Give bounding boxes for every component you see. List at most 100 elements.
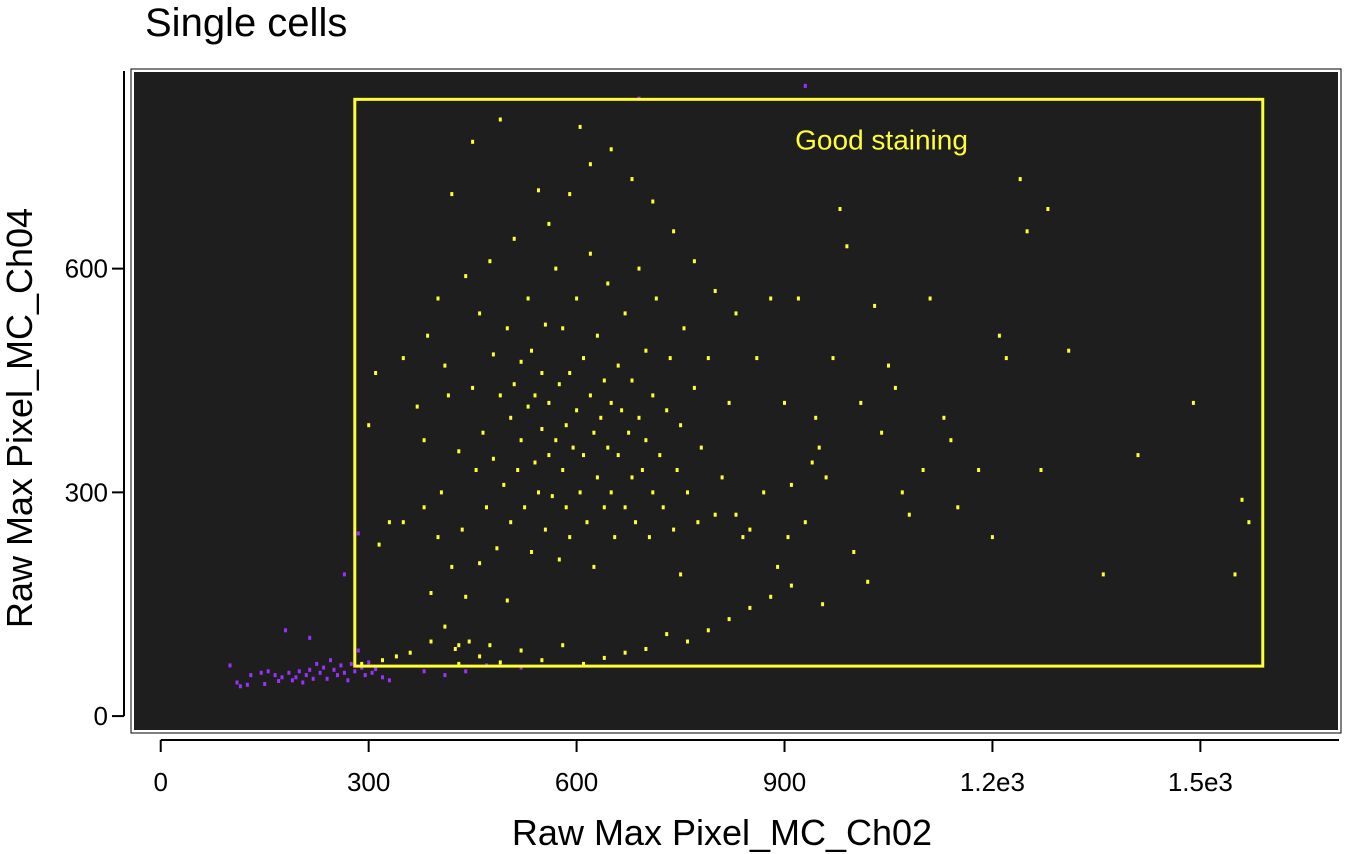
data-point	[443, 624, 447, 629]
y-tick-label: 0	[94, 701, 108, 731]
data-point	[509, 415, 513, 420]
data-point	[647, 535, 651, 540]
data-point	[387, 678, 391, 683]
data-point	[665, 408, 669, 413]
data-point	[582, 453, 585, 458]
data-point	[502, 482, 506, 487]
gate-layer[interactable]: Good staining	[353, 97, 1265, 668]
data-point	[401, 356, 405, 361]
x-tick-label: 600	[555, 767, 598, 797]
data-point	[308, 667, 312, 672]
data-point	[336, 673, 339, 678]
data-point	[561, 326, 565, 331]
data-point	[651, 393, 655, 398]
chart-title: Single cells	[145, 1, 347, 45]
data-point	[377, 542, 381, 547]
data-point	[287, 670, 291, 675]
data-point	[613, 535, 617, 540]
data-point	[634, 520, 637, 525]
data-point	[446, 393, 450, 398]
data-point	[557, 382, 561, 387]
data-point	[585, 520, 589, 525]
data-point	[512, 236, 516, 241]
data-point	[990, 535, 994, 540]
data-point	[322, 665, 326, 670]
data-point	[464, 594, 468, 599]
data-point	[720, 475, 724, 480]
y-tick-label: 600	[65, 254, 108, 284]
data-point	[654, 296, 658, 301]
data-point	[866, 579, 870, 584]
data-point	[713, 289, 717, 293]
data-point	[550, 494, 554, 499]
data-point	[748, 527, 752, 532]
data-point	[734, 311, 738, 316]
data-point	[686, 490, 689, 495]
data-point	[467, 639, 471, 644]
data-point	[401, 520, 405, 525]
data-point	[1233, 572, 1237, 577]
data-point	[526, 296, 530, 301]
data-point	[651, 490, 655, 495]
data-point	[464, 669, 468, 674]
x-tick-label: 1.5e3	[1168, 767, 1233, 797]
data-point	[266, 669, 270, 674]
data-point	[263, 682, 267, 686]
data-point	[900, 490, 904, 495]
data-point	[696, 520, 700, 525]
data-point	[471, 139, 475, 144]
data-point	[346, 678, 350, 683]
data-point	[422, 669, 426, 674]
data-point	[429, 591, 433, 595]
data-point	[537, 188, 540, 193]
data-point	[578, 124, 582, 129]
data-point	[280, 675, 284, 680]
data-point	[367, 660, 371, 665]
data-point	[363, 673, 367, 678]
data-point	[356, 531, 360, 536]
data-point	[783, 400, 786, 405]
data-point	[474, 468, 478, 472]
data-point	[308, 635, 312, 640]
data-point	[387, 520, 391, 525]
data-point	[665, 632, 669, 637]
data-point	[921, 468, 925, 472]
data-point	[356, 648, 360, 653]
data-point	[304, 673, 308, 678]
data-point	[582, 661, 585, 666]
data-point	[543, 322, 547, 327]
data-point	[436, 296, 440, 301]
data-point	[485, 505, 488, 510]
data-point	[498, 660, 502, 665]
data-point	[814, 415, 818, 420]
data-point	[606, 445, 610, 450]
data-point	[658, 453, 662, 458]
data-point	[460, 527, 464, 532]
data-point	[568, 535, 572, 540]
data-point	[540, 427, 544, 431]
axes: 0 300 600 900 1.2e3 1.5e3 0 300 600	[65, 71, 1339, 797]
x-tick-label: 1.2e3	[960, 767, 1025, 797]
data-point	[977, 468, 981, 472]
data-point	[249, 673, 253, 678]
plot-frame	[130, 68, 1342, 734]
data-point	[519, 359, 523, 364]
data-point	[675, 468, 679, 472]
data-point	[595, 475, 599, 480]
gate-rectangle[interactable]	[353, 97, 1265, 668]
data-point	[491, 352, 495, 357]
data-point	[609, 490, 613, 495]
data-point	[273, 673, 277, 678]
data-point	[637, 266, 641, 271]
data-point	[509, 520, 513, 525]
data-point	[450, 564, 454, 569]
data-point	[547, 400, 551, 405]
data-point	[602, 378, 606, 383]
data-point	[838, 207, 842, 211]
data-point	[571, 445, 575, 450]
data-point	[519, 438, 523, 443]
data-point	[821, 602, 825, 607]
data-point	[554, 438, 558, 443]
data-point	[644, 647, 648, 651]
